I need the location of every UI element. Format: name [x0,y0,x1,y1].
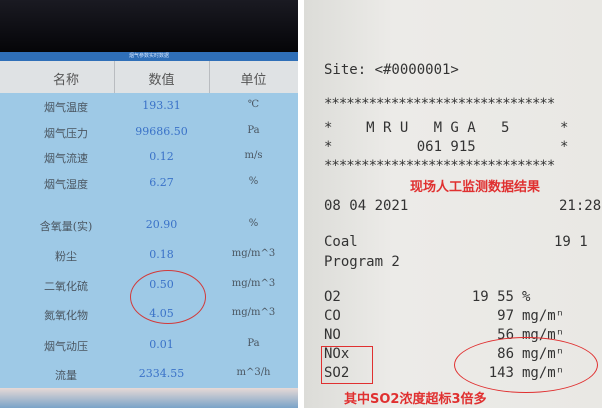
fuel: Coal [324,234,358,250]
measurement-name: CO [324,308,341,324]
annotation-top: 现场人工监测数据结果 [410,180,541,195]
row-value: 6.27 [149,176,174,189]
table-row: 含氧量(实) 20.90% [0,215,298,237]
program: Program 2 [324,254,400,270]
site-line: Site: <#0000001> [324,62,459,78]
header-unit: 单位 [240,73,267,88]
red-circle-annotation [454,337,598,393]
row-name: 氮氧化物 [44,309,88,322]
row-unit: Pa [247,125,260,136]
divider [114,61,115,93]
row-value: 0.18 [149,248,174,261]
measurement-name: NO [324,327,341,343]
screen-title-bar: 烟气参数实时数据 [0,52,298,61]
screen-bottom-bar [0,388,298,408]
table-row: 烟气流速 0.12 m/s [0,147,298,169]
time: 21:28 [559,198,602,214]
table-row: 烟气动压 0.01 Pa [0,335,298,357]
row-unit: m^3/h [236,367,271,378]
header-value: 数值 [148,73,175,88]
table-row: 流量 2334.55 m^3/h [0,364,298,386]
row-value: 0.12 [149,150,174,163]
measurement-name: O2 [324,289,341,305]
table-row: 烟气压力 99686.50 Pa [0,122,298,144]
monitor-bezel [0,0,298,52]
row-name: 流量 [55,369,77,382]
red-circle-annotation [130,270,206,324]
annotation-bottom: 其中SO2浓度超标3倍多 [344,392,487,407]
measurement-value: 97 [497,308,514,324]
row-name: 烟气压力 [44,127,88,140]
row-value: 20.90 [145,218,178,231]
stars-line: ******************************* [324,96,555,112]
row-name: 含氧量(实) [39,220,93,233]
row-unit: Pa [247,338,260,349]
row-name: 二氧化硫 [44,280,88,293]
header-name: 名称 [52,73,79,88]
measurement-value: 19 55 [471,289,514,305]
row-value: 0.01 [149,338,174,351]
row-unit: ℃ [247,99,260,110]
table-row: 烟气温度 193.31 ℃ [0,96,298,118]
measurement-name: NOx [324,346,350,362]
row-name: 烟气温度 [44,101,88,114]
measurement-name: SO2 [324,365,350,381]
stars-line: ******************************* [324,158,555,174]
divider [209,61,210,93]
fuel-value: 19 1 [554,234,588,250]
red-box-annotation [321,346,373,384]
measurement-unit: mg/mⁿ [522,308,565,324]
row-name: 烟气流速 [44,152,88,165]
table-row: 粉尘 0.18 mg/m^3 [0,245,298,267]
model-line: * M R U M G A 5 * [324,120,569,136]
row-unit: mg/m^3 [231,248,276,259]
row-unit: m/s [244,150,263,161]
date: 08 04 2021 [324,198,409,214]
table-header: 名称 数值 单位 [0,61,298,93]
row-unit: % [248,218,259,229]
row-name: 烟气动压 [44,340,88,353]
row-unit: mg/m^3 [231,278,276,289]
table-row: 烟气湿度 6.27% [0,173,298,195]
photo-divider [298,0,304,408]
row-value: 99686.50 [135,125,188,138]
row-unit: % [248,176,259,187]
row-name: 粉尘 [55,250,77,263]
row-name: 烟气湿度 [44,178,88,191]
monitor-screen-photo: 烟气参数实时数据 名称 数值 单位 烟气温度 193.31 ℃ 烟气压力 99686.5… [0,0,298,408]
measurement-unit: % [522,289,531,305]
row-value: 2334.55 [138,367,185,380]
serial-line: * 061 915 * [324,139,569,155]
row-value: 193.31 [142,99,181,112]
row-unit: mg/m^3 [231,307,276,318]
receipt-photo: Site: <#0000001> ***********************… [304,0,602,408]
